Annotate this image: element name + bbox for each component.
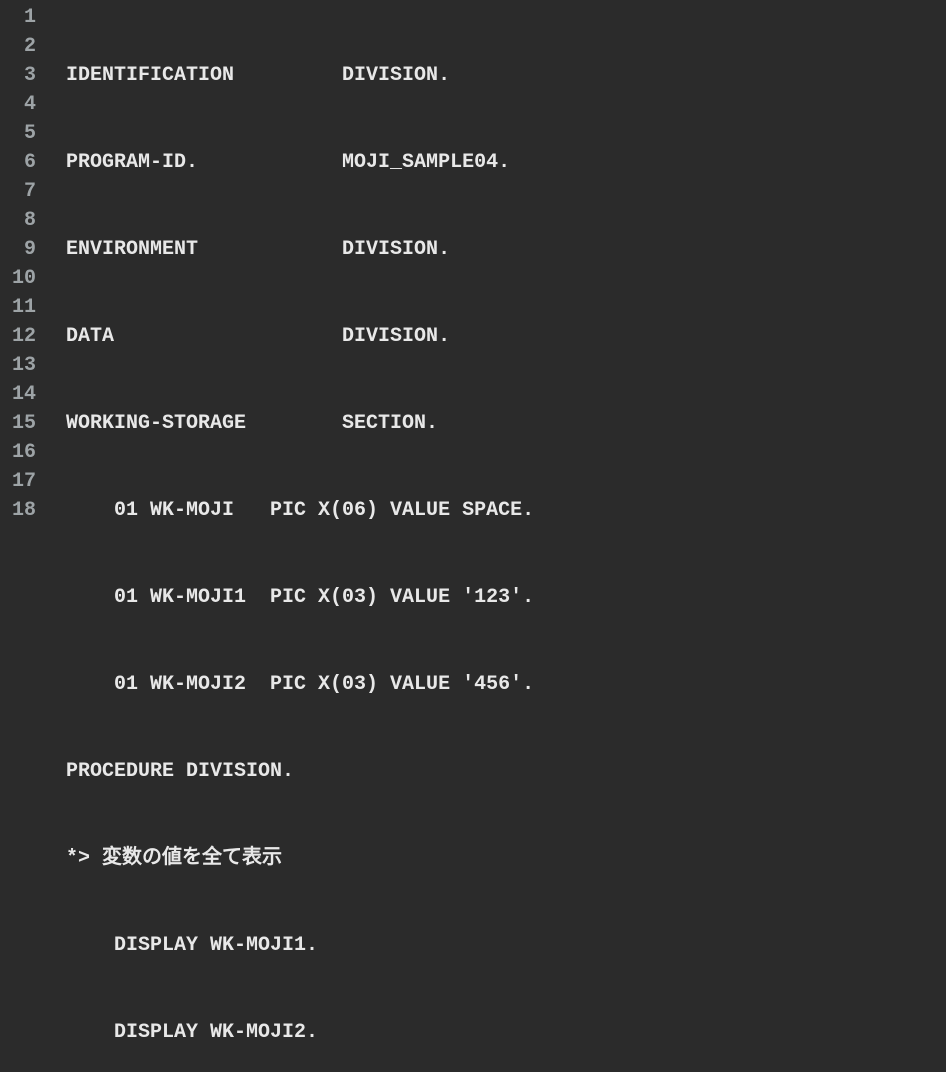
line-number: 1 xyxy=(8,3,36,32)
code-line[interactable]: DATA DIVISION. xyxy=(54,322,570,351)
line-number: 16 xyxy=(8,438,36,467)
line-number: 10 xyxy=(8,264,36,293)
line-number: 11 xyxy=(8,293,36,322)
code-line[interactable]: 01 WK-MOJI1 PIC X(03) VALUE '123'. xyxy=(54,583,570,612)
line-number: 2 xyxy=(8,32,36,61)
code-line[interactable]: PROGRAM-ID. MOJI_SAMPLE04. xyxy=(54,148,570,177)
line-number-gutter: 1 2 3 4 5 6 7 8 9 10 11 12 13 14 15 16 1… xyxy=(0,3,54,536)
code-line[interactable]: *> 変数の値を全て表示 xyxy=(54,844,570,873)
line-number: 15 xyxy=(8,409,36,438)
line-number: 13 xyxy=(8,351,36,380)
line-number: 6 xyxy=(8,148,36,177)
code-line[interactable]: DISPLAY WK-MOJI1. xyxy=(54,931,570,960)
line-number: 7 xyxy=(8,177,36,206)
code-line[interactable]: 01 WK-MOJI2 PIC X(03) VALUE '456'. xyxy=(54,670,570,699)
line-number: 3 xyxy=(8,61,36,90)
line-number: 17 xyxy=(8,467,36,496)
line-number: 14 xyxy=(8,380,36,409)
code-line[interactable]: DISPLAY WK-MOJI2. xyxy=(54,1018,570,1047)
line-number: 4 xyxy=(8,90,36,119)
line-number: 5 xyxy=(8,119,36,148)
code-editor: 1 2 3 4 5 6 7 8 9 10 11 12 13 14 15 16 1… xyxy=(0,3,946,536)
line-number: 8 xyxy=(8,206,36,235)
line-number: 12 xyxy=(8,322,36,351)
code-line[interactable]: ENVIRONMENT DIVISION. xyxy=(54,235,570,264)
code-area[interactable]: IDENTIFICATION DIVISION. PROGRAM-ID. MOJ… xyxy=(54,3,570,536)
line-number: 9 xyxy=(8,235,36,264)
code-line[interactable]: 01 WK-MOJI PIC X(06) VALUE SPACE. xyxy=(54,496,570,525)
line-number: 18 xyxy=(8,496,36,525)
code-line[interactable]: WORKING-STORAGE SECTION. xyxy=(54,409,570,438)
code-line[interactable]: PROCEDURE DIVISION. xyxy=(54,757,570,786)
code-line[interactable]: IDENTIFICATION DIVISION. xyxy=(54,61,570,90)
